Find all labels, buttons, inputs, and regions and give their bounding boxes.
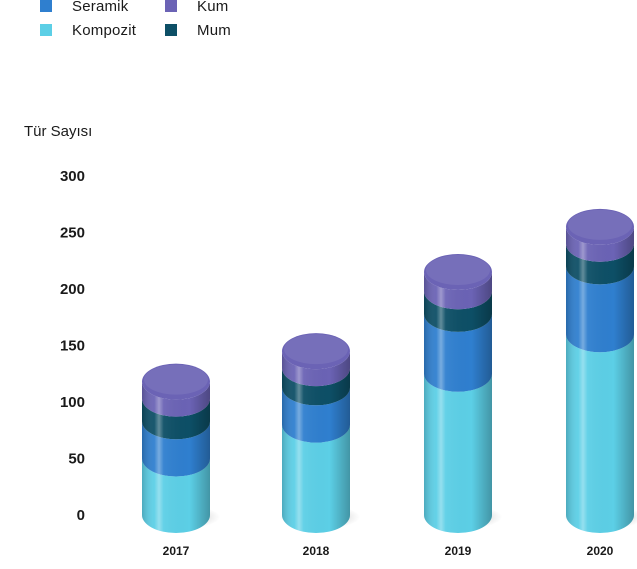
bar-shine [566, 226, 634, 533]
y-axis-ticks: 0 50 100 150 200 250 300 [60, 168, 85, 524]
y-tick-label: 150 [60, 338, 85, 355]
legend-swatch [40, 0, 52, 12]
legend-item-kompozit: Kompozit [40, 20, 136, 40]
y-tick-label: 100 [60, 394, 85, 411]
legend-item-seramik: Seramik [40, 0, 128, 16]
bar-2020 [564, 208, 637, 533]
bar-2018 [280, 333, 360, 533]
bar-2017 [140, 363, 220, 533]
bar-top-highlight [284, 334, 348, 365]
bar-shine [282, 351, 350, 533]
legend-swatch [165, 24, 177, 36]
y-tick-label: 0 [77, 507, 85, 524]
legend-label: Mum [197, 21, 231, 39]
bar-top-cap [142, 363, 210, 400]
bars-layer [140, 208, 637, 533]
bar-top-cap [566, 208, 634, 245]
legend-label: Kompozit [72, 21, 137, 39]
bar-shine [424, 272, 492, 533]
x-tick-label: 2020 [587, 544, 614, 558]
x-tick-label: 2018 [303, 544, 330, 558]
legend-swatch [40, 24, 52, 36]
x-axis-ticks: 2017 2018 2019 2020 [163, 544, 614, 558]
bar-top-highlight [568, 209, 632, 240]
bar-shine [142, 381, 210, 533]
y-tick-label: 200 [60, 281, 85, 298]
bar-top-highlight [426, 255, 490, 286]
y-tick-label: 300 [60, 168, 85, 185]
legend-item-kum: Kum [165, 0, 228, 16]
bar-top-cap [282, 333, 350, 370]
legend-item-mum: Mum [165, 20, 231, 40]
bar-top-highlight [144, 364, 208, 395]
bar-2019 [422, 254, 502, 533]
x-tick-label: 2017 [163, 544, 190, 558]
legend-swatch [165, 0, 177, 12]
y-tick-label: 250 [60, 225, 85, 242]
x-tick-label: 2019 [445, 544, 472, 558]
legend-label: Seramik [72, 0, 129, 15]
legend-label: Kum [197, 0, 229, 15]
bar-top-cap [424, 254, 492, 291]
y-axis-label: Tür Sayısı [24, 123, 92, 140]
y-tick-label: 50 [68, 451, 85, 468]
